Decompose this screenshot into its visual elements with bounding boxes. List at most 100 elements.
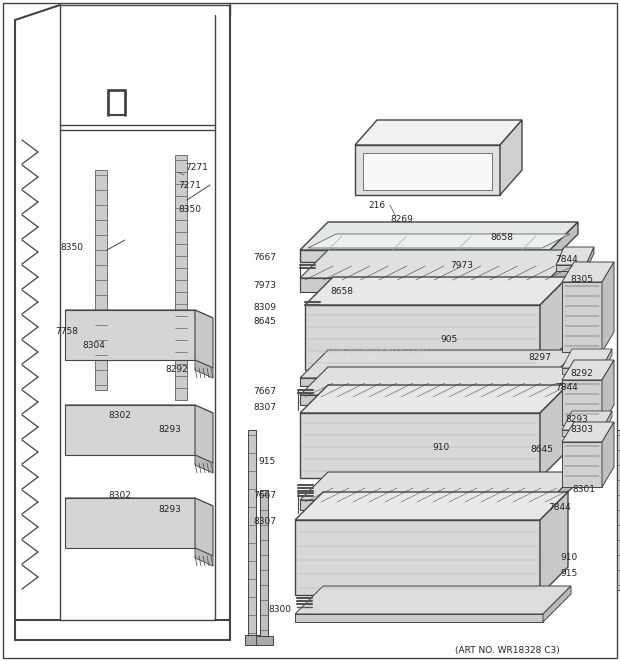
Polygon shape [256, 636, 273, 645]
Text: 8350: 8350 [60, 243, 83, 253]
Polygon shape [586, 247, 594, 271]
Polygon shape [562, 262, 614, 282]
Text: 8658: 8658 [490, 233, 513, 241]
Polygon shape [550, 222, 578, 262]
Text: 910: 910 [432, 444, 450, 453]
Text: 7271: 7271 [185, 163, 208, 173]
Polygon shape [300, 350, 578, 378]
Polygon shape [295, 586, 571, 614]
Polygon shape [300, 395, 550, 405]
Polygon shape [260, 490, 268, 640]
Polygon shape [65, 310, 213, 318]
Polygon shape [562, 411, 612, 430]
Text: 216: 216 [368, 200, 385, 210]
Polygon shape [500, 120, 522, 195]
Polygon shape [300, 500, 550, 510]
Text: 8303: 8303 [570, 426, 593, 434]
Text: 905: 905 [440, 336, 458, 344]
Text: 8292: 8292 [570, 368, 593, 377]
Polygon shape [550, 350, 578, 386]
Polygon shape [300, 472, 578, 500]
Polygon shape [562, 349, 612, 368]
Polygon shape [355, 145, 500, 195]
Text: 8300: 8300 [268, 605, 291, 615]
Polygon shape [562, 360, 614, 380]
Polygon shape [195, 360, 213, 378]
Polygon shape [617, 430, 620, 590]
Polygon shape [562, 380, 602, 425]
Polygon shape [300, 250, 550, 262]
Text: 8350: 8350 [178, 206, 201, 215]
Polygon shape [300, 250, 578, 278]
Polygon shape [65, 498, 195, 548]
Text: 7844: 7844 [555, 256, 578, 264]
Polygon shape [245, 635, 260, 645]
Polygon shape [300, 385, 568, 413]
Polygon shape [195, 498, 213, 556]
Text: 8645: 8645 [253, 317, 276, 327]
Polygon shape [543, 586, 571, 622]
Polygon shape [300, 278, 550, 292]
Text: eReplacementParts.com: eReplacementParts.com [310, 345, 429, 355]
Polygon shape [540, 277, 568, 370]
Polygon shape [602, 411, 612, 436]
Polygon shape [562, 368, 602, 374]
Text: 8305: 8305 [570, 276, 593, 284]
Polygon shape [65, 405, 213, 413]
Polygon shape [305, 305, 540, 370]
Text: 8645: 8645 [530, 446, 553, 455]
Text: 8293: 8293 [158, 426, 181, 434]
Polygon shape [550, 472, 578, 510]
Text: 7667: 7667 [253, 254, 276, 262]
Polygon shape [602, 262, 614, 352]
Text: 8293: 8293 [565, 416, 588, 424]
Text: 7271: 7271 [178, 180, 201, 190]
Polygon shape [248, 430, 256, 640]
Polygon shape [295, 520, 540, 595]
Text: 8293: 8293 [158, 506, 181, 514]
Text: 915: 915 [259, 457, 276, 467]
Text: (ART NO. WR18328 C3): (ART NO. WR18328 C3) [455, 646, 560, 654]
Text: 8297: 8297 [528, 354, 551, 362]
Polygon shape [300, 222, 578, 250]
Text: 7667: 7667 [253, 492, 276, 500]
Polygon shape [295, 492, 568, 520]
Text: 8307: 8307 [253, 518, 276, 527]
Polygon shape [602, 422, 614, 487]
Polygon shape [65, 310, 195, 360]
Polygon shape [195, 455, 213, 473]
Text: 7973: 7973 [450, 260, 473, 270]
Polygon shape [602, 360, 614, 425]
Polygon shape [550, 367, 578, 405]
Text: 915: 915 [560, 570, 577, 578]
Text: 8302: 8302 [108, 490, 131, 500]
Polygon shape [65, 405, 195, 455]
Polygon shape [355, 120, 522, 145]
Polygon shape [550, 250, 578, 292]
Polygon shape [300, 367, 578, 395]
Polygon shape [300, 378, 550, 386]
Text: 7758: 7758 [55, 327, 78, 336]
Polygon shape [540, 385, 568, 478]
Polygon shape [562, 282, 602, 352]
Polygon shape [556, 265, 586, 271]
Text: 7973: 7973 [253, 280, 276, 290]
Polygon shape [562, 422, 614, 442]
Polygon shape [602, 349, 612, 374]
Text: 8307: 8307 [253, 403, 276, 412]
Polygon shape [308, 234, 570, 248]
Polygon shape [295, 614, 543, 622]
Text: 7667: 7667 [253, 387, 276, 397]
Text: 8304: 8304 [82, 340, 105, 350]
Text: 8309: 8309 [253, 303, 276, 313]
Text: 8301: 8301 [572, 485, 595, 494]
Text: 8292: 8292 [165, 366, 188, 375]
Polygon shape [562, 442, 602, 487]
Polygon shape [195, 548, 213, 566]
Polygon shape [562, 430, 602, 436]
Text: 8269: 8269 [390, 215, 413, 225]
Text: 8302: 8302 [108, 410, 131, 420]
Text: 7844: 7844 [555, 383, 578, 393]
Polygon shape [195, 405, 213, 463]
Polygon shape [195, 310, 213, 368]
